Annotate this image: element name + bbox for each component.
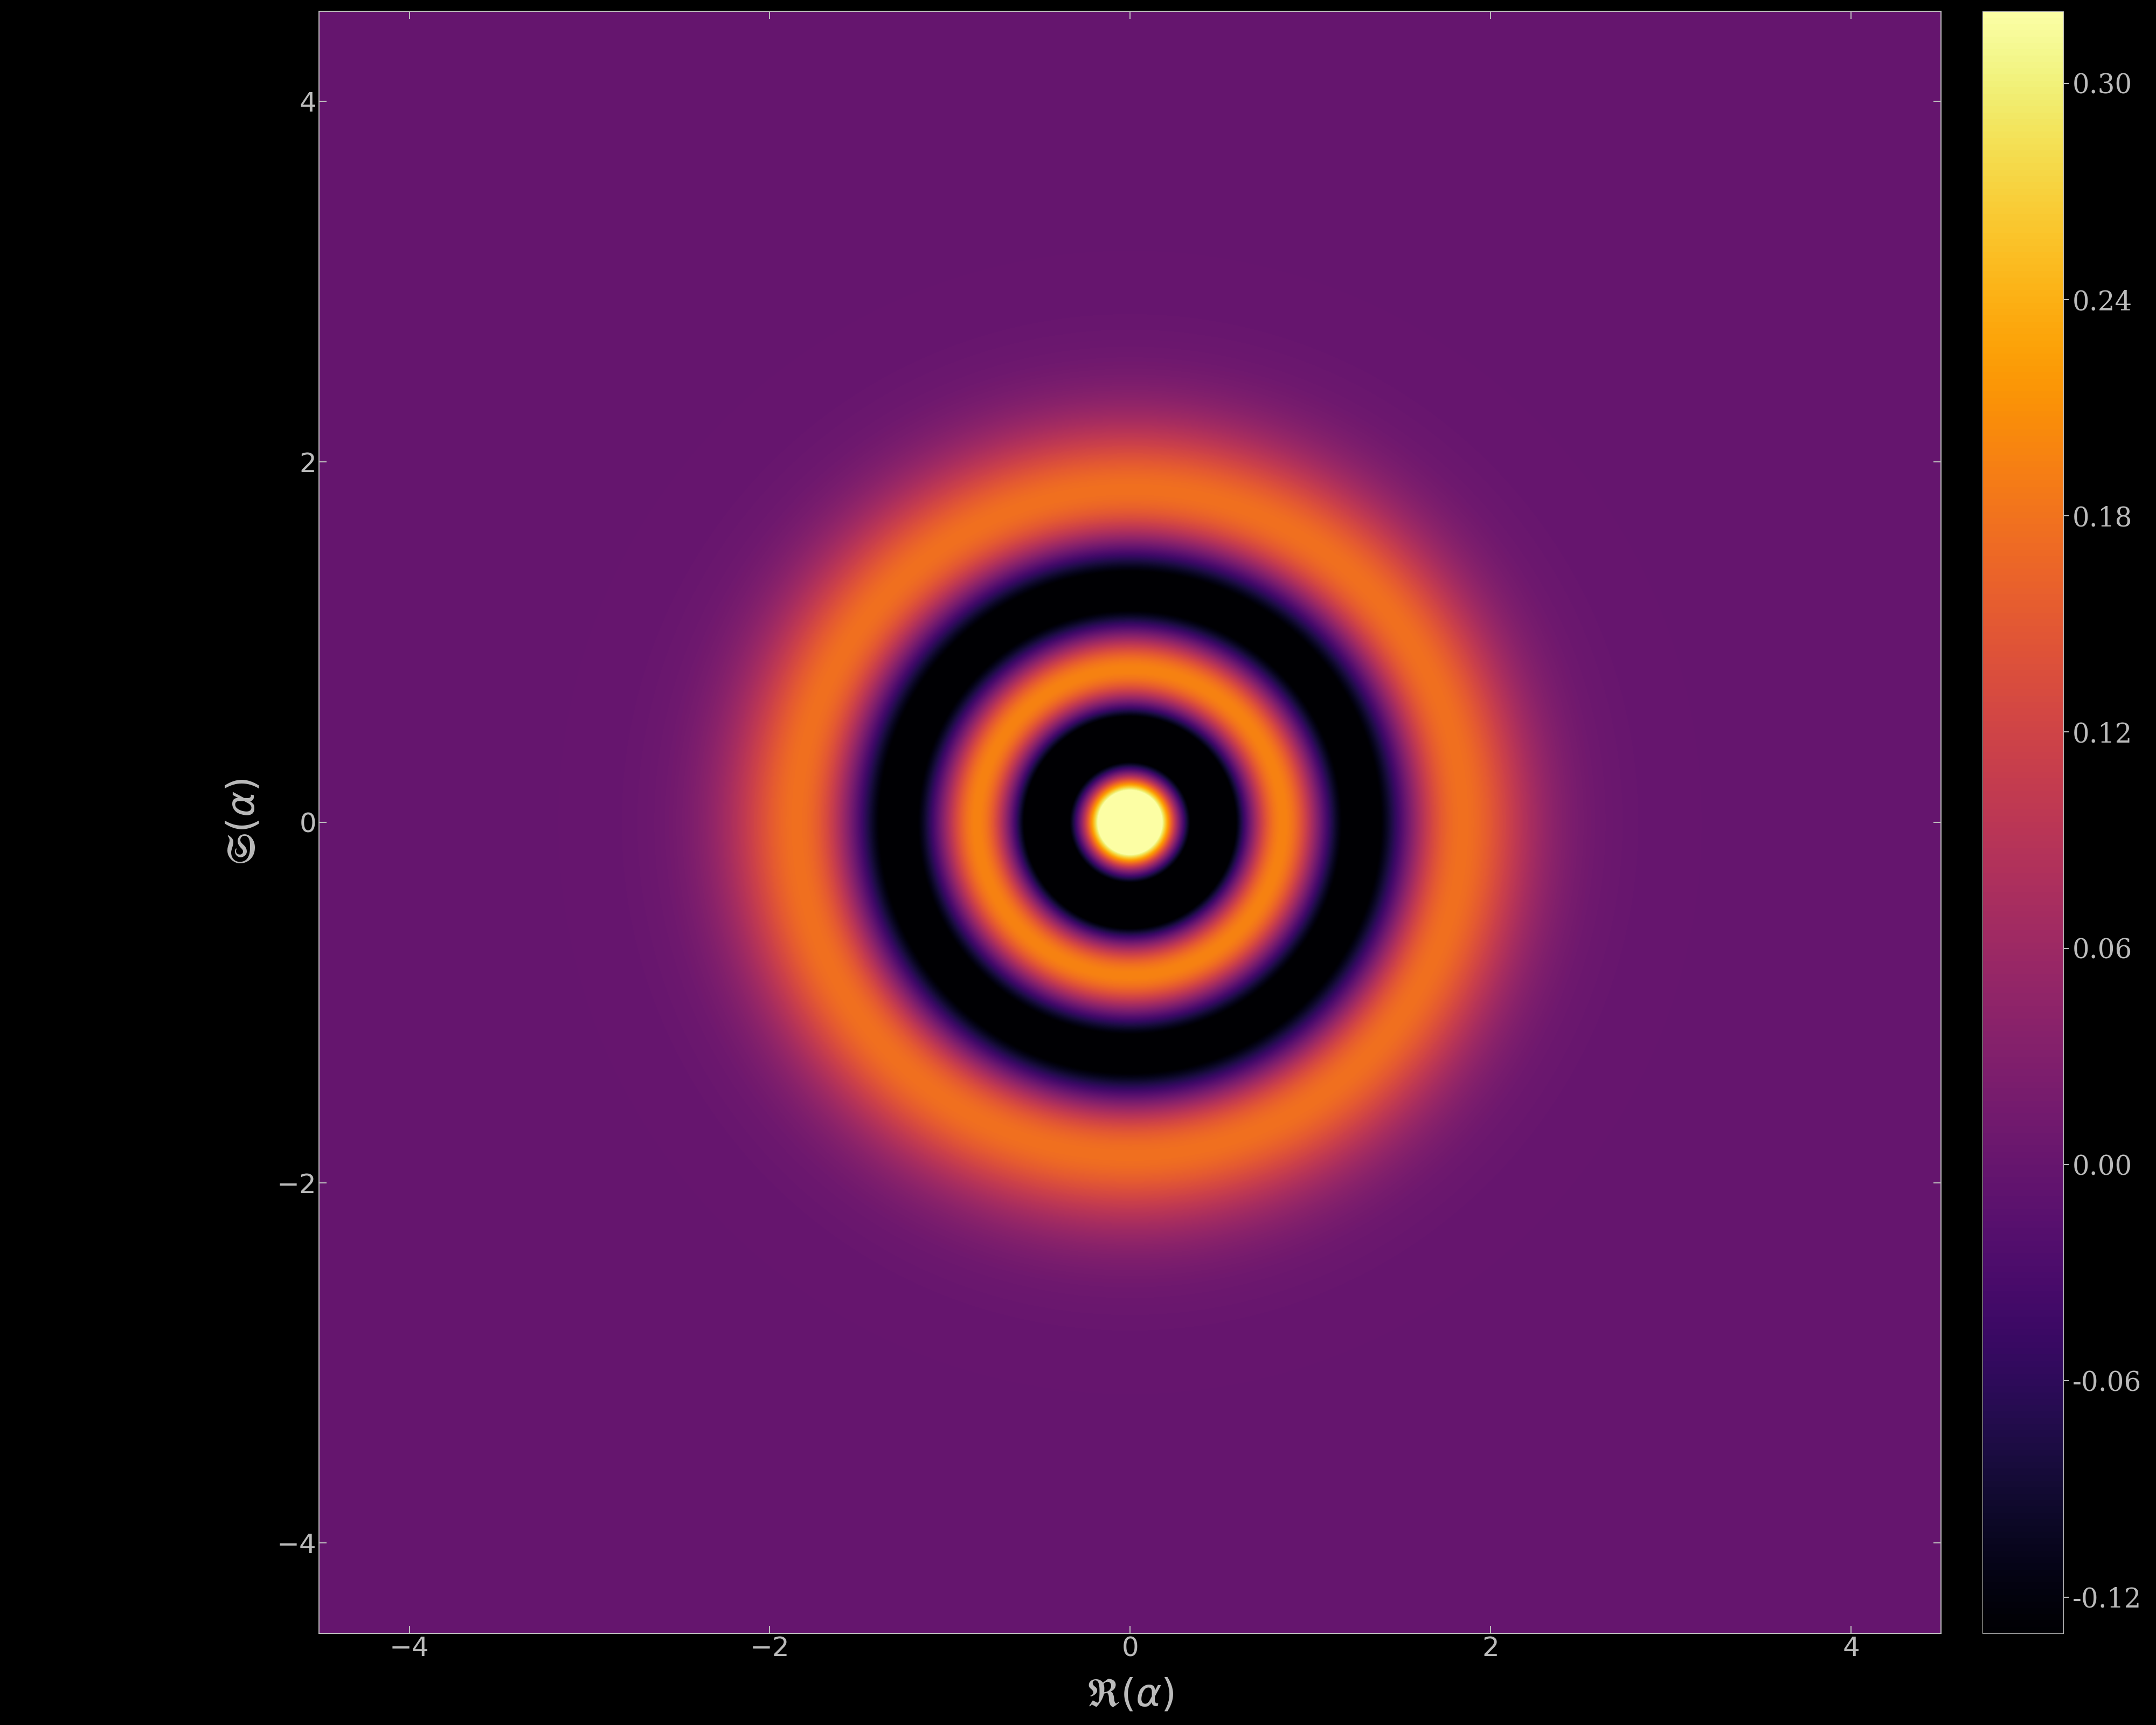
- X-axis label: $\mathfrak{R}(\alpha)$: $\mathfrak{R}(\alpha)$: [1087, 1677, 1175, 1713]
- Y-axis label: $\mathfrak{S}(\alpha)$: $\mathfrak{S}(\alpha)$: [224, 778, 263, 866]
